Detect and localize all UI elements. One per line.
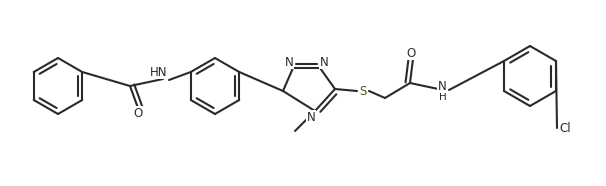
Text: N: N — [319, 55, 328, 68]
Text: N: N — [438, 79, 447, 92]
Text: O: O — [133, 107, 142, 119]
Text: S: S — [359, 84, 367, 97]
Text: N: N — [285, 55, 293, 68]
Text: N: N — [307, 110, 315, 124]
Text: H: H — [439, 92, 447, 102]
Text: O: O — [407, 46, 416, 60]
Text: HN: HN — [150, 65, 168, 78]
Text: Cl: Cl — [559, 121, 571, 134]
